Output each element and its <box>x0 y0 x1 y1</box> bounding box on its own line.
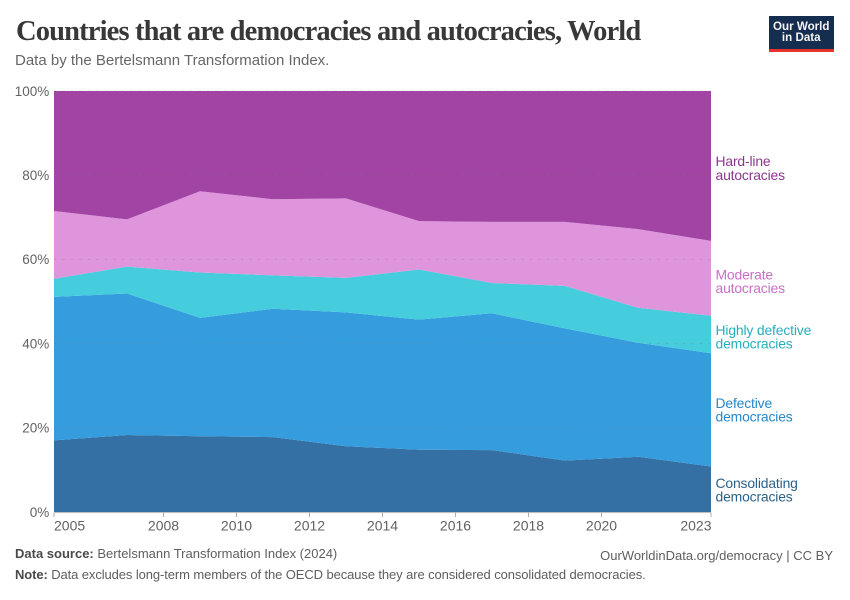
svg-text:2010: 2010 <box>221 517 252 533</box>
svg-text:60%: 60% <box>22 252 49 267</box>
svg-text:Hard-line: Hard-line <box>716 153 771 169</box>
svg-text:20%: 20% <box>22 421 49 436</box>
svg-text:2016: 2016 <box>440 517 471 533</box>
svg-text:100%: 100% <box>15 84 50 99</box>
svg-text:democracies: democracies <box>716 409 793 425</box>
svg-text:democracies: democracies <box>716 489 793 505</box>
svg-text:2012: 2012 <box>294 517 325 533</box>
svg-text:2023: 2023 <box>680 517 711 533</box>
svg-text:2008: 2008 <box>148 517 179 533</box>
svg-text:autocracies: autocracies <box>716 167 786 183</box>
svg-text:2014: 2014 <box>367 517 398 533</box>
svg-text:80%: 80% <box>22 168 49 183</box>
svg-text:2020: 2020 <box>586 517 617 533</box>
svg-text:2005: 2005 <box>54 517 85 533</box>
svg-text:autocracies: autocracies <box>716 280 786 296</box>
svg-text:40%: 40% <box>22 336 49 351</box>
svg-text:0%: 0% <box>30 505 50 520</box>
svg-text:Moderate: Moderate <box>716 267 774 283</box>
svg-text:Defective: Defective <box>716 395 773 411</box>
svg-text:Consolidating: Consolidating <box>716 475 798 491</box>
svg-text:democracies: democracies <box>716 336 793 352</box>
svg-text:Highly defective: Highly defective <box>716 322 812 338</box>
svg-text:2018: 2018 <box>513 517 544 533</box>
